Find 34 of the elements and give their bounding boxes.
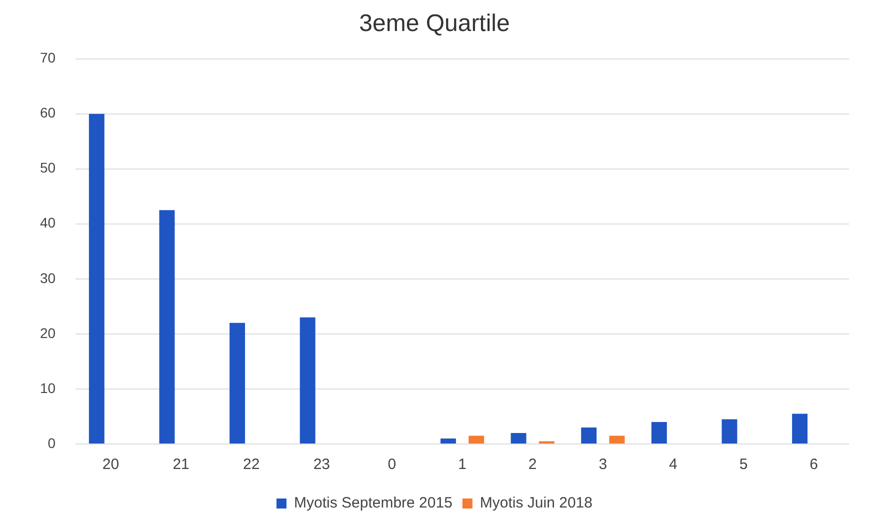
y-tick-label: 40: [40, 214, 56, 231]
x-tick-label: 0: [388, 456, 396, 474]
bar: [651, 422, 667, 444]
y-tick-label: 60: [40, 104, 56, 121]
bar: [609, 436, 625, 444]
y-tick-label: 20: [40, 324, 56, 341]
x-tick-label: 22: [243, 456, 260, 474]
y-tick-label: 70: [40, 50, 56, 66]
x-tick-label: 3: [598, 456, 608, 474]
bar: [159, 210, 175, 444]
bar: [300, 317, 316, 444]
bar: [468, 436, 484, 444]
x-tick-label: 6: [810, 456, 818, 474]
y-tick-label: 0: [48, 434, 56, 451]
y-tick-label: 50: [40, 160, 56, 176]
bar: [440, 438, 456, 444]
legend-label: Myotis Septembre 2015: [294, 494, 452, 512]
bar: [722, 419, 738, 444]
x-tick-label: 1: [458, 456, 466, 474]
x-tick-label: 23: [313, 456, 330, 474]
bar: [510, 432, 526, 444]
x-tick-label: 4: [669, 456, 678, 474]
x-tick-label: 5: [739, 456, 748, 474]
bar: [88, 114, 104, 444]
x-tick-label: 2: [528, 456, 537, 474]
x-tick-label: 20: [102, 456, 120, 474]
x-tick-label: 21: [172, 456, 190, 474]
y-tick-label: 10: [40, 380, 56, 396]
chart-title: 3eme Quartile: [359, 10, 510, 38]
bar: [230, 322, 246, 444]
legend-label: Myotis Juin 2018: [480, 494, 592, 512]
y-tick-label: 30: [40, 270, 56, 286]
bar: [792, 414, 808, 444]
bar: [581, 427, 597, 444]
